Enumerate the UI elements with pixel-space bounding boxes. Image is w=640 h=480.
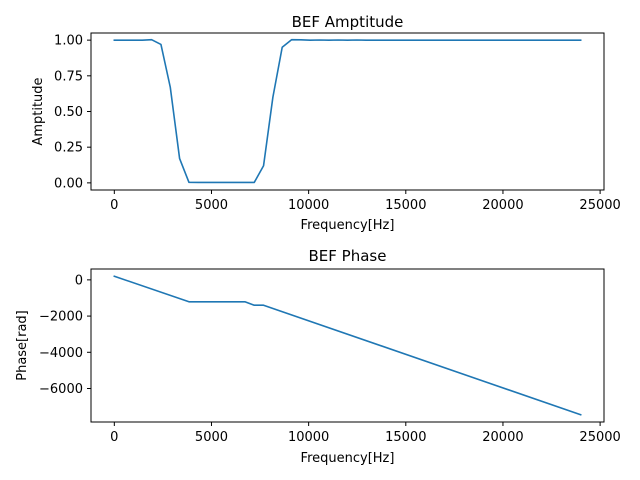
x-tick-label: 10000 — [288, 430, 329, 445]
x-tick-label: 20000 — [482, 430, 523, 445]
y-tick-label: 0.75 — [54, 69, 83, 84]
y-tick-label: 0.50 — [54, 105, 83, 120]
x-tick-label: 25000 — [579, 430, 620, 445]
x-tick-label: 10000 — [288, 198, 329, 213]
x-tick-label: 20000 — [482, 198, 523, 213]
x-axis-label: Frequency[Hz] — [301, 218, 395, 233]
x-tick-label: 0 — [110, 198, 118, 213]
y-tick-label: 0 — [75, 273, 83, 288]
y-tick-label: 0.25 — [54, 141, 83, 156]
x-tick-label: 25000 — [579, 198, 620, 213]
y-axis-label: Phase[rad] — [15, 310, 30, 381]
plot-frame — [90, 32, 605, 191]
chart-title: BEF Amptitude — [292, 13, 404, 31]
y-tick-label: −2000 — [39, 310, 83, 325]
x-tick-label: 5000 — [195, 198, 228, 213]
y-tick-label: 1.00 — [54, 34, 83, 49]
x-axis-label: Frequency[Hz] — [301, 451, 395, 466]
series-line — [113, 275, 582, 416]
y-tick-label: 0.00 — [54, 176, 83, 191]
y-tick-label: −4000 — [39, 346, 83, 361]
y-tick-label: −6000 — [39, 382, 83, 397]
x-tick-label: 5000 — [195, 430, 228, 445]
phase-chart: 0 5000 10000 15000 20000 25000 −6000 −4000 −2000… — [15, 247, 621, 466]
x-tick-label: 15000 — [385, 430, 426, 445]
x-tick-label: 15000 — [385, 198, 426, 213]
amplitude-chart: 0 5000 10000 15000 20000 25000 0.00 0.25 0.50 0.7… — [31, 13, 621, 233]
series-line — [113, 38, 582, 184]
y-axis-label: Amptitude — [31, 77, 46, 145]
chart-title: BEF Phase — [309, 247, 387, 265]
x-tick-label: 0 — [110, 430, 118, 445]
plot-frame — [90, 268, 605, 423]
